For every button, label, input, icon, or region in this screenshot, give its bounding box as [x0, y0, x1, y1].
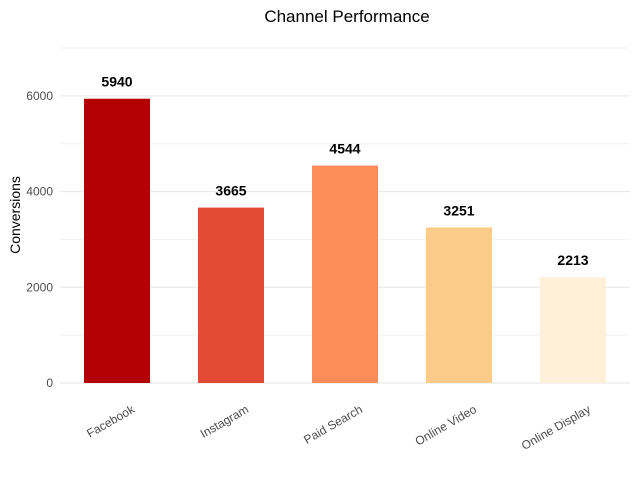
bar-instagram — [198, 207, 264, 383]
y-tick-label: 4000 — [26, 185, 53, 199]
y-tick-label: 0 — [46, 376, 53, 390]
value-label: 5940 — [101, 74, 132, 90]
bars — [84, 98, 606, 383]
x-axis-ticks: Facebook Instagram Paid Search Online Video… — [84, 402, 593, 453]
bar-online-video — [426, 227, 492, 383]
value-label: 4544 — [329, 141, 360, 157]
value-label: 3665 — [215, 183, 246, 199]
x-tick-label: Online Video — [413, 402, 480, 449]
y-tick-label: 2000 — [26, 280, 53, 294]
value-label: 3251 — [443, 202, 474, 218]
y-tick-label: 6000 — [26, 89, 53, 103]
value-label: 2213 — [557, 252, 588, 268]
chart-title: Channel Performance — [264, 7, 429, 26]
bar-paid-search — [312, 165, 378, 383]
x-tick-label: Online Display — [519, 402, 593, 453]
bar-online-display — [540, 277, 606, 383]
x-tick-label: Paid Search — [301, 402, 365, 447]
y-axis-ticks: 0 2000 4000 6000 — [26, 89, 53, 390]
y-axis-title: Conversions — [7, 176, 23, 254]
x-tick-label: Facebook — [84, 402, 138, 441]
x-tick-label: Instagram — [198, 402, 251, 441]
value-labels: 5940 3665 4544 3251 2213 — [101, 74, 588, 268]
bar-facebook — [84, 98, 150, 383]
